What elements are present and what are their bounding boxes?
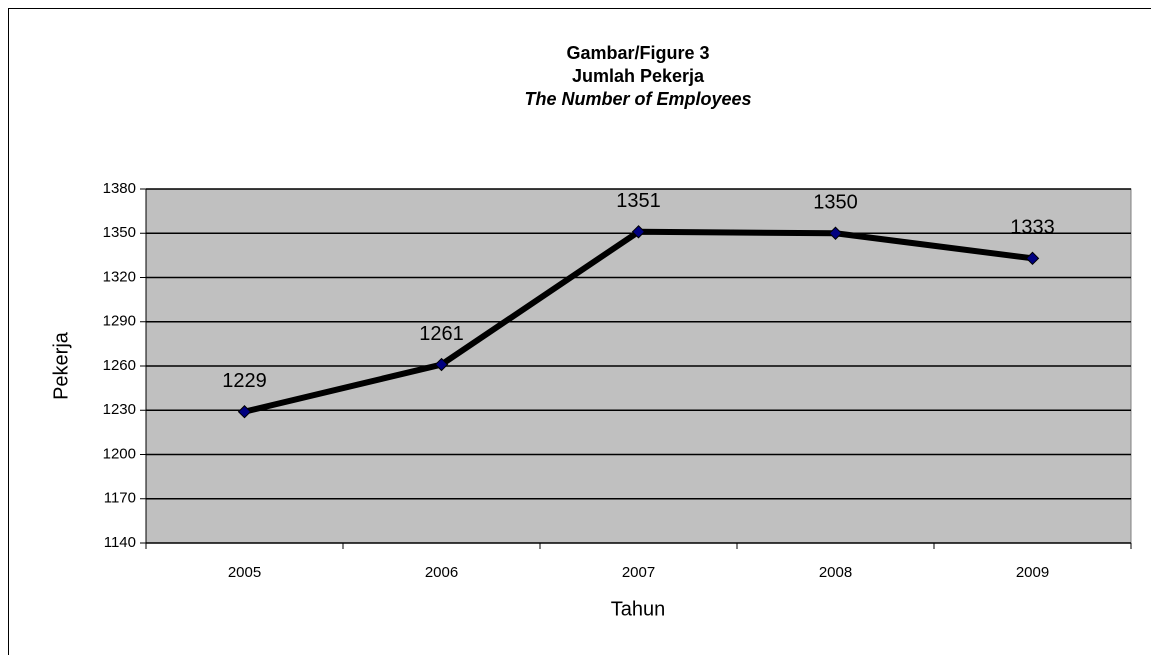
marker xyxy=(237,405,252,419)
data-label: 1350 xyxy=(813,192,858,214)
y-tick-label: 1260 xyxy=(103,357,136,374)
data-label: 1351 xyxy=(616,190,661,212)
x-axis-title: Tahun xyxy=(611,598,666,620)
marker xyxy=(828,226,843,240)
marker xyxy=(631,225,646,239)
y-tick-label: 1200 xyxy=(103,445,136,462)
y-tick-label: 1140 xyxy=(104,534,136,551)
y-tick-label: 1380 xyxy=(103,180,136,197)
y-tick-label: 1320 xyxy=(103,268,136,285)
x-tick-label: 2006 xyxy=(425,564,458,581)
marker xyxy=(434,357,449,372)
y-tick-label: 1290 xyxy=(103,313,136,330)
y-tick-label: 1230 xyxy=(103,401,136,418)
marker xyxy=(1025,251,1040,266)
x-tick-label: 2009 xyxy=(1016,564,1049,581)
y-axis-title: Pekerja xyxy=(50,331,72,400)
y-tick-label: 1350 xyxy=(103,224,136,241)
x-tick-label: 2007 xyxy=(622,564,655,581)
chart-title: Jumlah Pekerja xyxy=(572,66,705,86)
y-tick-label: 1170 xyxy=(104,490,136,507)
x-tick-label: 2005 xyxy=(228,564,261,581)
chart-title: The Number of Employees xyxy=(524,89,751,109)
x-tick-label: 2008 xyxy=(819,564,852,581)
data-label: 1261 xyxy=(419,323,464,345)
chart-title: Gambar/Figure 3 xyxy=(566,43,709,63)
data-label: 1333 xyxy=(1010,217,1055,239)
data-label: 1229 xyxy=(222,370,267,392)
chart-border xyxy=(8,8,1151,655)
